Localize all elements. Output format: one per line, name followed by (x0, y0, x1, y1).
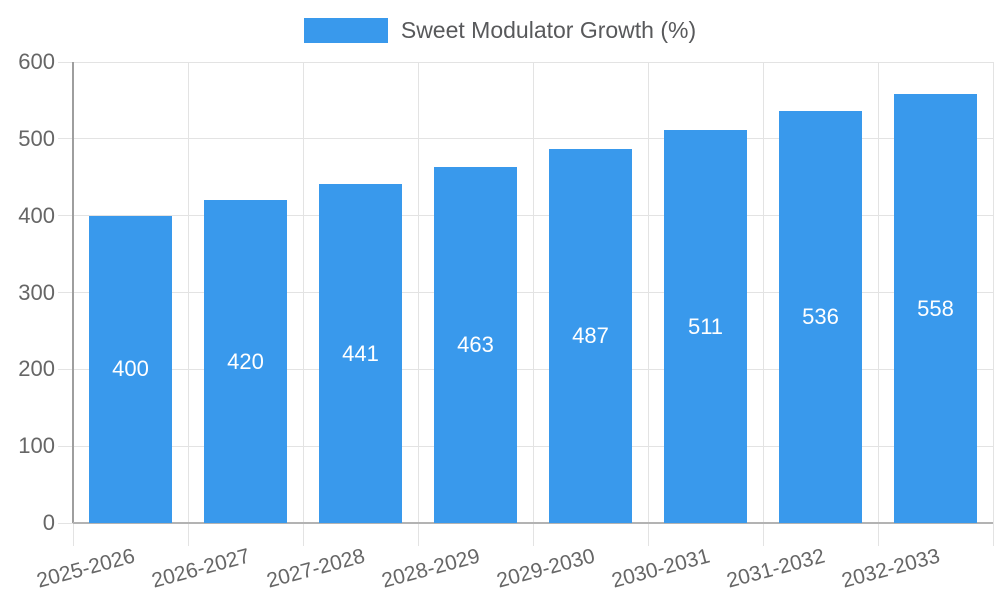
bar-value-label: 511 (687, 313, 724, 339)
bar-value-label: 420 (227, 348, 264, 374)
bar-value-label: 487 (572, 322, 609, 348)
y-axis-tick-label: 400 (18, 202, 55, 228)
gridline-vertical (647, 62, 649, 546)
y-axis-line (72, 62, 74, 523)
x-axis-line (73, 522, 993, 524)
gridline-horizontal (58, 215, 993, 217)
bar-value-label: 558 (917, 295, 954, 321)
bar-value-label: 441 (342, 340, 379, 366)
bar[interactable]: 400 (89, 215, 172, 523)
bar[interactable]: 463 (434, 167, 517, 523)
x-axis-tick-label: 2027-2028 (264, 544, 368, 593)
gridline-vertical (187, 62, 189, 546)
x-axis-tick-label: 2030-2031 (609, 544, 713, 593)
bar[interactable]: 487 (549, 148, 632, 523)
gridline-horizontal (58, 445, 993, 447)
y-axis-tick-label: 0 (42, 510, 55, 535)
bar[interactable]: 558 (894, 94, 977, 523)
gridline-horizontal (58, 138, 993, 140)
gridline-vertical (877, 62, 879, 546)
gridline-vertical (532, 62, 534, 546)
bar[interactable]: 420 (204, 200, 287, 523)
gridline-vertical (417, 62, 419, 546)
legend[interactable]: Sweet Modulator Growth (%) (0, 17, 1000, 44)
y-axis-tick-label: 500 (18, 125, 55, 151)
x-axis-tick-label: 2031-2032 (724, 544, 828, 593)
legend-label: Sweet Modulator Growth (%) (400, 17, 697, 43)
bar-value-label: 463 (457, 332, 494, 358)
bar-value-label: 400 (112, 356, 149, 382)
y-axis-tick-label: 600 (18, 49, 55, 74)
bar[interactable]: 441 (319, 184, 402, 523)
x-axis-tick-label: 2026-2027 (149, 544, 253, 593)
bar[interactable]: 511 (664, 130, 747, 523)
x-axis-tick-label: 2032-2033 (839, 544, 943, 593)
y-axis-tick-label: 300 (18, 279, 55, 305)
x-axis-tick-label: 2028-2029 (379, 544, 483, 593)
gridline-horizontal (58, 61, 993, 63)
gridline-horizontal (58, 292, 993, 293)
x-axis-tick-label: 2025-2026 (34, 544, 138, 593)
gridline-horizontal (58, 368, 993, 370)
bar[interactable]: 536 (779, 111, 862, 523)
gridline-vertical (992, 62, 994, 546)
gridline-vertical (302, 62, 304, 546)
y-axis-tick-label: 100 (18, 433, 55, 459)
bar-value-label: 536 (802, 304, 839, 330)
y-axis-tick-label: 200 (18, 356, 55, 382)
legend-swatch (303, 18, 388, 43)
gridline-vertical (762, 62, 764, 546)
x-axis-tick-label: 2029-2030 (494, 544, 598, 593)
